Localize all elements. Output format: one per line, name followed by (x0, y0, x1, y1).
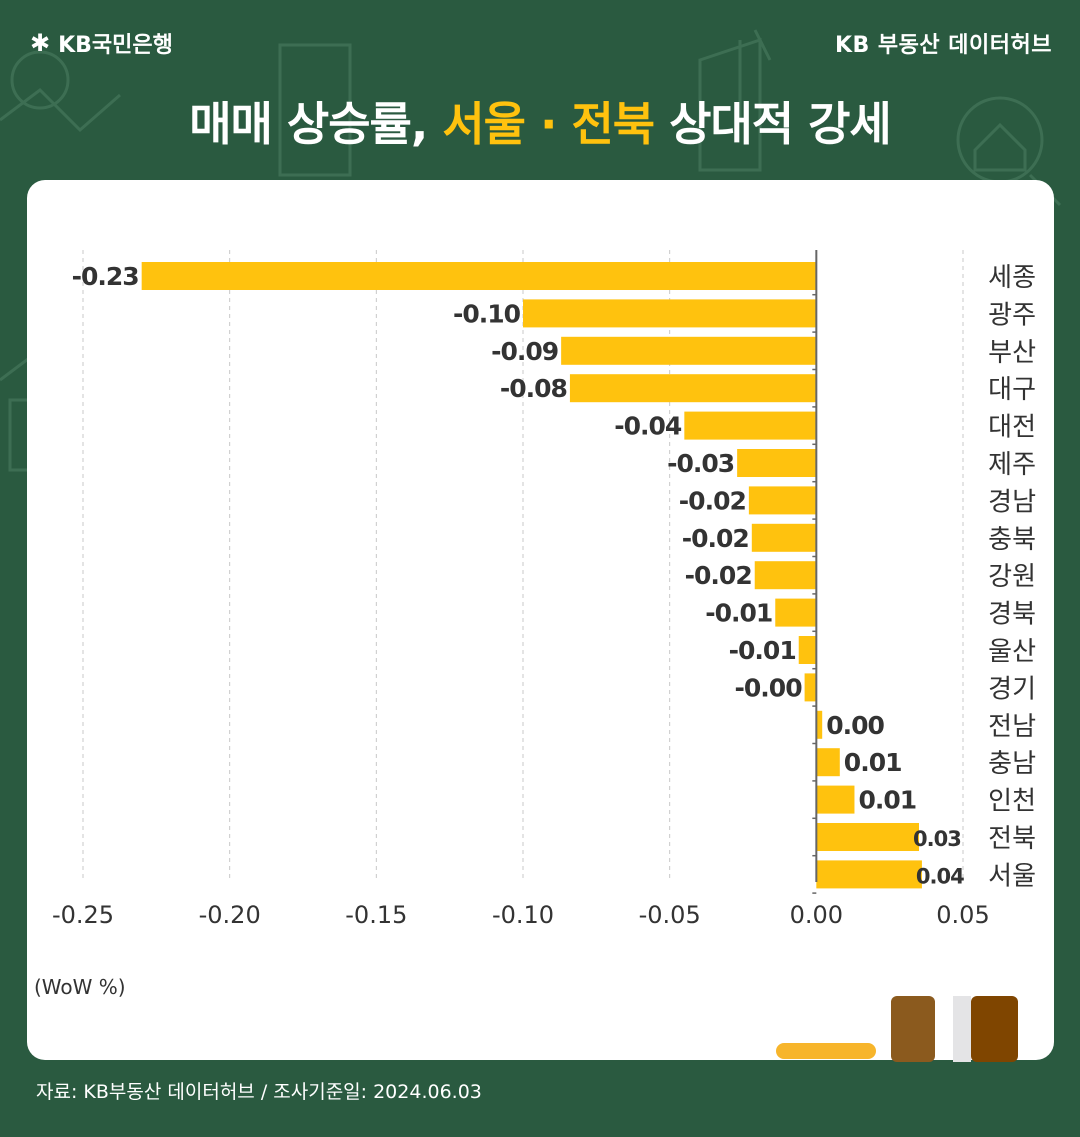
data-label: 0.00 (826, 711, 884, 740)
x-tick-label: -0.05 (639, 901, 701, 929)
title-part2: 상대적 강세 (654, 97, 892, 151)
category-label: 전북 (988, 824, 1036, 854)
bar (798, 636, 817, 664)
deco-bar-yellow (776, 1043, 876, 1059)
bar (561, 336, 817, 365)
x-tick-label: -0.20 (199, 901, 261, 929)
bar (569, 374, 817, 403)
bar (141, 262, 817, 290)
category-label: 대구 (988, 375, 1036, 405)
page-title: 매매 상승률, 서울 · 전북 상대적 강세 (0, 88, 1080, 154)
bar (804, 673, 817, 702)
data-label: 0.01 (844, 748, 902, 777)
data-label: 0.03 (913, 827, 961, 851)
data-label: -0.08 (500, 374, 567, 403)
bar (684, 411, 817, 440)
bar (775, 598, 817, 627)
category-label: 경북 (988, 600, 1036, 630)
x-tick-label: -0.25 (52, 901, 114, 929)
deco-block-dark-brown (971, 996, 1018, 1062)
category-label: 세종 (988, 263, 1036, 293)
data-label: -0.23 (72, 262, 139, 291)
deco-block-grey (953, 996, 971, 1062)
data-label: -0.02 (685, 561, 752, 590)
data-label: -0.04 (614, 412, 682, 441)
data-label: -0.03 (667, 449, 734, 478)
data-label: -0.01 (729, 636, 796, 665)
unit-label: (WoW %) (34, 975, 126, 999)
bar (816, 785, 855, 814)
category-label: 인천 (988, 787, 1036, 817)
category-label: 강원 (988, 562, 1036, 592)
bar (816, 710, 823, 739)
category-label: 경기 (988, 674, 1036, 704)
hub-name: KB 부동산 데이터허브 (834, 33, 1052, 58)
kb-star-icon: ✱ (30, 29, 51, 57)
bar (748, 486, 817, 515)
category-label: 경남 (988, 487, 1036, 517)
title-part1: 매매 상승률, (189, 97, 443, 151)
x-tick-label: 0.05 (936, 901, 989, 929)
category-label: 제주 (988, 450, 1036, 480)
deco-block-brown (891, 996, 935, 1062)
bar (816, 823, 919, 851)
source-footer: 자료: KB부동산 데이터허브 / 조사기준일: 2024.06.03 (36, 1081, 482, 1103)
category-label: 전남 (988, 712, 1036, 742)
category-label: 대전 (988, 413, 1036, 443)
bar (737, 449, 817, 477)
data-label: -0.01 (705, 599, 772, 628)
category-label: 부산 (988, 338, 1036, 368)
title-highlight: 서울 · 전북 (442, 97, 655, 151)
data-label: -0.00 (735, 673, 803, 702)
data-label: -0.02 (682, 524, 749, 553)
kb-bank-logo: ✱ KB국민은행 (30, 28, 173, 58)
category-label: 충북 (988, 525, 1036, 555)
bank-name: KB국민은행 (58, 33, 173, 58)
data-label: 0.04 (916, 864, 964, 888)
bar (816, 748, 840, 777)
bar (751, 523, 817, 552)
data-label: -0.09 (491, 337, 558, 366)
bar (816, 860, 922, 889)
category-label: 충남 (988, 749, 1036, 779)
data-label: 0.01 (858, 786, 916, 815)
bar (523, 299, 817, 328)
data-label: -0.02 (679, 486, 746, 515)
x-tick-label: -0.15 (345, 901, 407, 929)
category-label: 서울 (988, 861, 1036, 891)
category-label: 울산 (988, 637, 1036, 667)
bar (754, 561, 817, 590)
x-tick-label: 0.00 (790, 901, 843, 929)
x-tick-label: -0.10 (492, 901, 554, 929)
data-label: -0.10 (453, 299, 521, 328)
category-label: 광주 (988, 300, 1036, 330)
